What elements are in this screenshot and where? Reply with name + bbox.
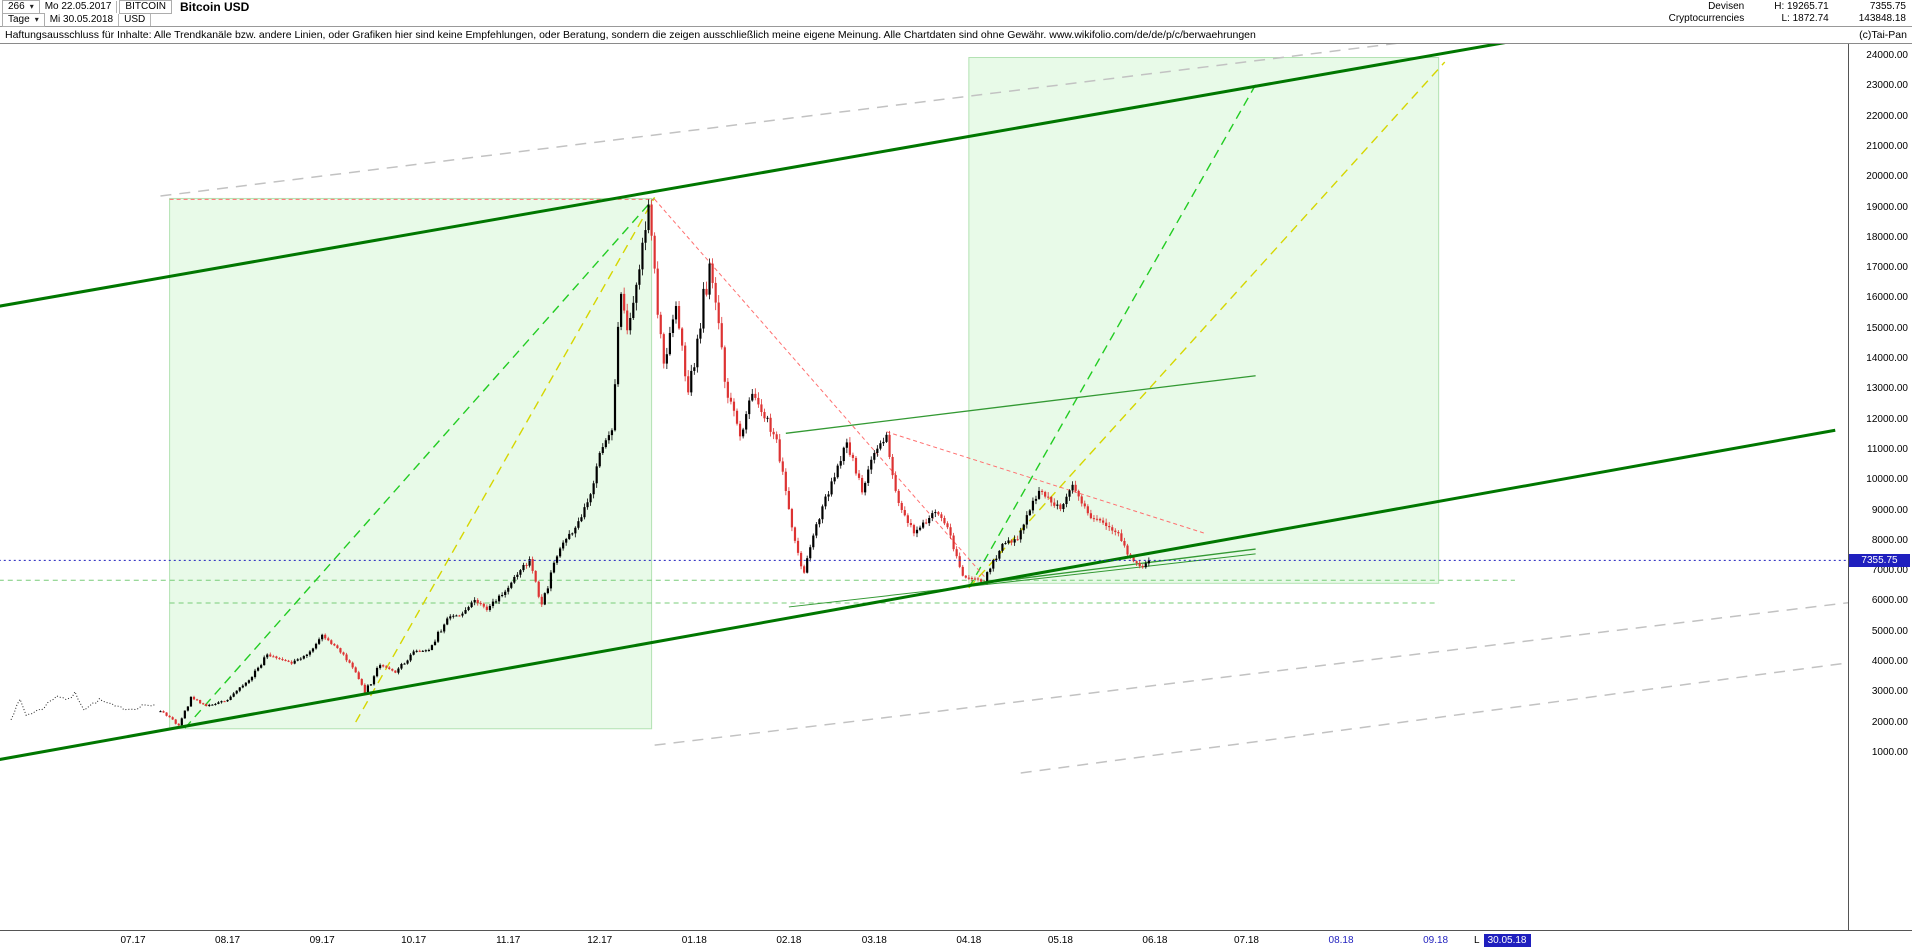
yellow-dashed-projection-2018 bbox=[968, 61, 1446, 589]
currency-label: USD bbox=[119, 13, 152, 26]
channel-lower bbox=[0, 428, 1836, 761]
y-axis-label: 20000.00 bbox=[1866, 171, 1908, 183]
x-tick-label: 05.18 bbox=[1047, 935, 1073, 946]
instrument-controls: 266 ▾ Mo 22.05.2017 BITCOIN Bitcoin USD … bbox=[0, 0, 250, 27]
gray-dashed-lower-1 bbox=[654, 601, 1848, 746]
red-dashed-downtrend bbox=[654, 199, 991, 584]
candlestick-chart[interactable] bbox=[0, 44, 1848, 930]
chevron-down-icon: ▾ bbox=[34, 15, 39, 24]
thin-green-support-1 bbox=[968, 548, 1256, 586]
green-dashed-projection-2018 bbox=[968, 84, 1257, 589]
y-axis-label: 12000.00 bbox=[1866, 413, 1908, 425]
x-tick-label: 03.18 bbox=[861, 935, 887, 946]
green-dashed-rally-2017 bbox=[184, 197, 656, 729]
y-axis-label: 17000.00 bbox=[1866, 262, 1908, 274]
last-price-marker: 7355.75 bbox=[1849, 554, 1910, 568]
x-tick-label: 10.17 bbox=[401, 935, 427, 946]
x-tick-label: 01.18 bbox=[681, 935, 707, 946]
gray-dashed-lower-2 bbox=[1020, 662, 1848, 774]
projection-highlight-box bbox=[968, 57, 1440, 584]
uptrend-highlight-box bbox=[169, 197, 653, 730]
y-axis-label: 10000.00 bbox=[1866, 474, 1908, 486]
y-axis-label: 16000.00 bbox=[1866, 292, 1908, 304]
start-date-field[interactable]: Mo 22.05.2017 bbox=[40, 0, 118, 13]
time-axis: L 30.05.18 07.17 08.17 09.17 10.17 11.17 12.1… bbox=[0, 930, 1912, 952]
channel-upper bbox=[0, 44, 1506, 308]
x-tick-label: 12.17 bbox=[587, 935, 613, 946]
y-axis-label: 8000.00 bbox=[1871, 534, 1908, 546]
x-tick-label: 09.17 bbox=[309, 935, 335, 946]
disclaimer-text: Haftungsausschluss für Inhalte: Alle Tre… bbox=[5, 29, 1256, 41]
period-dropdown[interactable]: Tage ▾ bbox=[2, 12, 45, 27]
y-axis-label: 19000.00 bbox=[1866, 201, 1908, 213]
y-axis-label: 13000.00 bbox=[1866, 383, 1908, 395]
candles bbox=[159, 199, 1150, 727]
y-axis-label: 14000.00 bbox=[1866, 353, 1908, 365]
last-price-value: 7355.75 bbox=[1869, 1, 1906, 12]
copyright-label: (c)Tai-Pan bbox=[1859, 29, 1907, 41]
last-date-label: L 30.05.18 bbox=[1474, 934, 1531, 947]
y-axis-label: 5000.00 bbox=[1871, 625, 1908, 637]
period-low-label: L: 1872.74 bbox=[1781, 13, 1829, 24]
y-axis-label: 1000.00 bbox=[1871, 747, 1908, 758]
y-axis-label: 2000.00 bbox=[1871, 716, 1908, 728]
bars-count-value: 266 bbox=[8, 1, 25, 12]
y-axis-label: 11000.00 bbox=[1867, 443, 1908, 455]
chevron-down-icon: ▾ bbox=[29, 2, 34, 11]
y-axis-label: 21000.00 bbox=[1866, 140, 1908, 152]
symbol-field[interactable]: BITCOIN bbox=[119, 0, 172, 14]
x-tick-label: 08.17 bbox=[215, 935, 241, 946]
end-date-field[interactable]: Mi 30.05.2018 bbox=[45, 13, 120, 26]
volume-value: 143848.18 bbox=[1858, 13, 1906, 24]
toolbar: 266 ▾ Mo 22.05.2017 BITCOIN Bitcoin USD … bbox=[0, 0, 1912, 27]
y-axis-label: 22000.00 bbox=[1866, 110, 1908, 122]
y-axis-label: 24000.00 bbox=[1866, 50, 1908, 61]
x-tick-label: 04.18 bbox=[956, 935, 982, 946]
price-axis: 24000.00 23000.00 22000.00 21000.00 20000.00… bbox=[1848, 44, 1912, 930]
gray-dashed-upper bbox=[160, 44, 1398, 197]
x-tick-label: 09.18 bbox=[1423, 935, 1449, 946]
y-axis-label: 9000.00 bbox=[1871, 504, 1908, 516]
y-axis-label: 7000.00 bbox=[1871, 565, 1908, 577]
disclaimer-bar: Haftungsausschluss für Inhalte: Alle Tre… bbox=[0, 27, 1912, 44]
y-axis-label: 3000.00 bbox=[1871, 686, 1908, 698]
last-date-prefix: L bbox=[1474, 935, 1480, 946]
chart-title: Bitcoin USD bbox=[179, 0, 250, 14]
y-axis-label: 4000.00 bbox=[1871, 656, 1908, 668]
x-tick-label: 06.18 bbox=[1142, 935, 1168, 946]
bars-count-dropdown[interactable]: 266 ▾ bbox=[2, 0, 40, 14]
thin-green-support-2 bbox=[788, 553, 1256, 608]
y-axis-label: 18000.00 bbox=[1866, 231, 1908, 243]
quote-summary: Devisen Cryptocurrencies H: 19265.71 L: … bbox=[1669, 0, 1912, 26]
y-axis-label: 6000.00 bbox=[1871, 595, 1908, 607]
x-tick-label: 07.18 bbox=[1233, 935, 1259, 946]
category-line-2: Cryptocurrencies bbox=[1668, 13, 1745, 24]
y-axis-label: 15000.00 bbox=[1866, 322, 1908, 334]
y-axis-label: 23000.00 bbox=[1866, 80, 1908, 92]
yellow-dashed-rally-2017 bbox=[355, 197, 656, 723]
x-tick-label: 08.18 bbox=[1328, 935, 1354, 946]
pre-data-dotted-line bbox=[10, 690, 155, 721]
thin-green-resistance bbox=[785, 375, 1256, 434]
x-tick-label: 07.17 bbox=[120, 935, 146, 946]
last-date-badge: 30.05.18 bbox=[1483, 934, 1531, 947]
x-tick-label: 02.18 bbox=[776, 935, 802, 946]
period-high-label: H: 19265.71 bbox=[1774, 1, 1829, 12]
x-tick-label: 11.17 bbox=[496, 935, 521, 946]
period-value: Tage bbox=[8, 14, 30, 25]
category-line-1: Devisen bbox=[1708, 1, 1745, 12]
